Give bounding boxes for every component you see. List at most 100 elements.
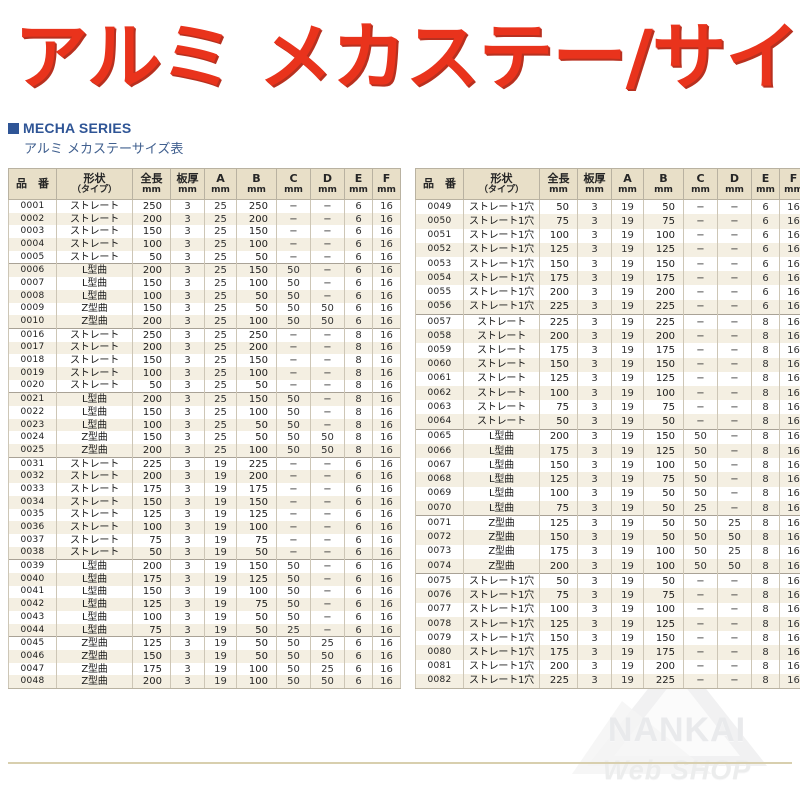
cell-d: −	[718, 487, 752, 501]
cell-f: 16	[780, 588, 800, 602]
cell-b: 50	[237, 650, 277, 663]
cell-e: 8	[752, 545, 780, 559]
cell-c: 50	[277, 573, 311, 586]
cell-f: 16	[780, 501, 800, 516]
cell-b: 50	[237, 547, 277, 560]
cell-code: 0009	[9, 303, 57, 316]
cell-thickness: 3	[171, 419, 205, 432]
cell-c: 50	[277, 598, 311, 611]
cell-thickness: 3	[171, 509, 205, 522]
cell-length: 75	[133, 624, 171, 637]
cell-length: 200	[133, 393, 171, 406]
cell-a: 19	[612, 200, 644, 215]
cell-thickness: 3	[171, 354, 205, 367]
cell-d: −	[718, 257, 752, 271]
cell-c: −	[684, 414, 718, 429]
cell-d: −	[311, 560, 345, 573]
cell-e: 8	[752, 400, 780, 414]
cell-d: −	[311, 509, 345, 522]
cell-c: −	[684, 229, 718, 243]
cell-c: −	[684, 617, 718, 631]
cell-f: 16	[780, 358, 800, 372]
cell-d: −	[311, 277, 345, 290]
cell-f: 16	[373, 444, 401, 457]
cell-shape: Z型曲	[464, 545, 540, 559]
cell-thickness: 3	[578, 243, 612, 257]
cell-d: −	[311, 586, 345, 599]
cell-e: 6	[345, 264, 373, 277]
cell-f: 16	[373, 457, 401, 470]
cell-code: 0081	[416, 660, 464, 674]
cell-d: −	[311, 573, 345, 586]
cell-code: 0073	[416, 545, 464, 559]
cell-code: 0021	[9, 393, 57, 406]
cell-code: 0038	[9, 547, 57, 560]
cell-shape: ストレート1穴	[464, 300, 540, 315]
cell-a: 19	[612, 243, 644, 257]
cell-c: −	[684, 400, 718, 414]
cell-e: 8	[345, 431, 373, 444]
cell-code: 0040	[9, 573, 57, 586]
cell-length: 100	[133, 238, 171, 251]
cell-c: −	[684, 200, 718, 215]
cell-f: 16	[373, 380, 401, 393]
cell-code: 0019	[9, 367, 57, 380]
cell-thickness: 3	[171, 470, 205, 483]
cell-thickness: 3	[171, 406, 205, 419]
cell-f: 16	[780, 414, 800, 429]
cell-shape: L型曲	[464, 444, 540, 458]
cell-a: 25	[205, 251, 237, 264]
cell-d: −	[718, 372, 752, 386]
cell-b: 225	[644, 300, 684, 315]
cell-f: 16	[780, 516, 800, 531]
cell-length: 200	[133, 213, 171, 226]
cell-f: 16	[373, 354, 401, 367]
watermark-sub-text: Web SHOP	[562, 755, 792, 786]
cell-b: 75	[237, 598, 277, 611]
cell-length: 225	[540, 314, 578, 329]
cell-f: 16	[780, 645, 800, 659]
cell-e: 6	[345, 521, 373, 534]
cell-f: 16	[373, 663, 401, 676]
cell-thickness: 3	[171, 496, 205, 509]
cell-f: 16	[373, 200, 401, 213]
cell-d: −	[718, 501, 752, 516]
cell-length: 125	[133, 598, 171, 611]
cell-c: 50	[684, 530, 718, 544]
cell-e: 6	[345, 277, 373, 290]
cell-e: 8	[752, 487, 780, 501]
cell-shape: L型曲	[464, 458, 540, 472]
cell-a: 19	[612, 300, 644, 315]
cell-c: 50	[277, 637, 311, 650]
cell-shape: ストレート1穴	[464, 257, 540, 271]
cell-shape: ストレート	[57, 367, 133, 380]
cell-code: 0025	[9, 444, 57, 457]
cell-b: 250	[237, 328, 277, 341]
cell-b: 100	[644, 559, 684, 574]
cell-d: −	[311, 328, 345, 341]
cell-thickness: 3	[171, 431, 205, 444]
cell-a: 25	[205, 431, 237, 444]
cell-thickness: 3	[171, 213, 205, 226]
cell-a: 19	[612, 617, 644, 631]
cell-code: 0065	[416, 429, 464, 444]
cell-shape: ストレート	[57, 496, 133, 509]
cell-e: 6	[345, 315, 373, 328]
cell-shape: L型曲	[57, 624, 133, 637]
cell-f: 16	[780, 243, 800, 257]
cell-c: 50	[684, 458, 718, 472]
cell-e: 6	[752, 214, 780, 228]
cell-code: 0060	[416, 358, 464, 372]
cell-e: 8	[345, 328, 373, 341]
cell-c: −	[277, 342, 311, 355]
cell-code: 0066	[416, 444, 464, 458]
